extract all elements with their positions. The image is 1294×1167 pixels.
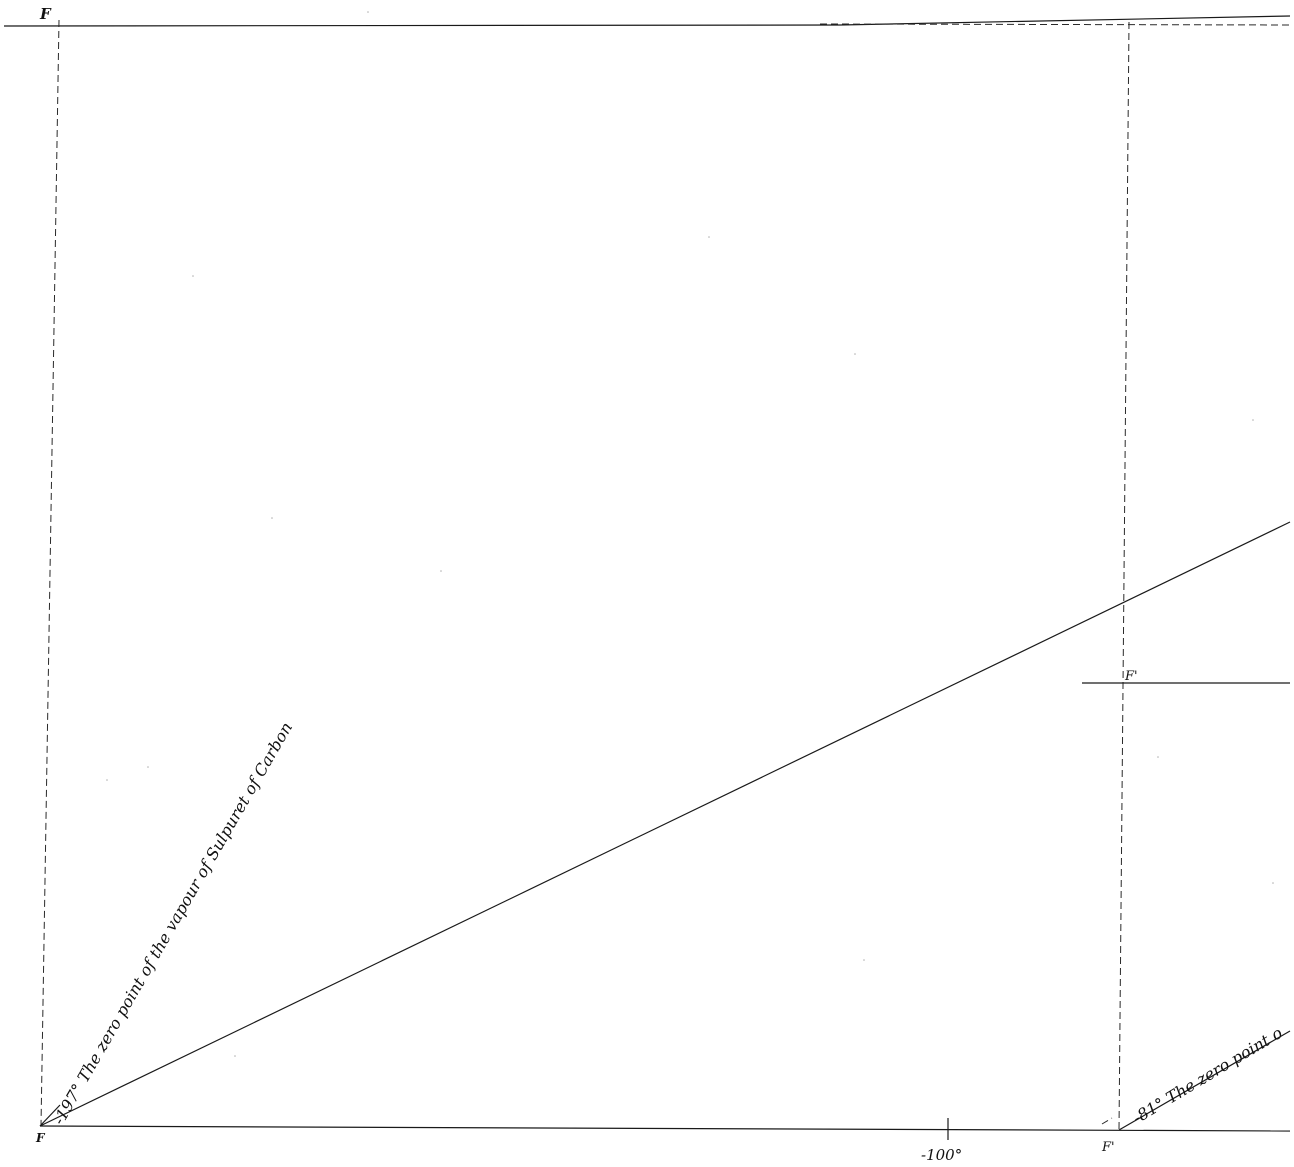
point-label-bottom-right: F': [1101, 1140, 1115, 1155]
right-line-annotation: -81° The zero point o: [1129, 1023, 1285, 1127]
bottom-baseline: [39, 1125, 1291, 1132]
right-short-dash: [1101, 1117, 1113, 1125]
axis-tick-label: -100°: [921, 1146, 962, 1164]
left-line-annotation: -197° The zero point of the vapour of Su…: [49, 719, 296, 1128]
paper-specks: [106, 11, 1274, 1057]
main-diagonal-line: [39, 521, 1291, 1127]
point-label-right-middle: F': [1124, 669, 1138, 684]
right-dashed-vertical: [1118, 21, 1130, 1131]
right-lower-diagonal: [1118, 1030, 1291, 1131]
point-label-bottom-left: F: [35, 1131, 46, 1145]
top-horizontal-line: [3, 24, 841, 27]
top-rising-line: [839, 15, 1291, 26]
top-dashed-line: [819, 23, 1291, 26]
left-short-diagonal: [39, 1104, 61, 1127]
left-dashed-vertical: [40, 19, 60, 1127]
point-label-top-left: F: [39, 5, 52, 23]
